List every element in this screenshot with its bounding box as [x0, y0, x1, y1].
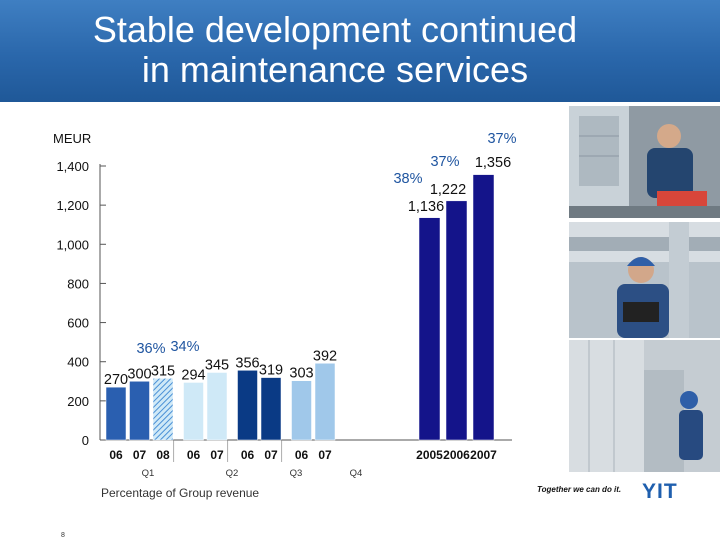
bar-value-label: 1,136 [408, 199, 444, 215]
bar [291, 380, 312, 441]
x-tick-label: 06 [109, 448, 123, 462]
yit-logo: YIT [642, 480, 678, 503]
bar [237, 370, 258, 441]
unit-label: MEUR [53, 131, 92, 146]
x-tick-label: 08 [156, 448, 170, 462]
y-tick-label: 1,400 [56, 159, 89, 174]
worker-photo-2 [569, 222, 720, 338]
x-tick-label: 06 [187, 448, 201, 462]
bar-value-label: 345 [205, 357, 229, 373]
y-tick-label: 600 [67, 316, 89, 331]
x-tick-label: 07 [264, 448, 278, 462]
x-tick-label: 07 [318, 448, 332, 462]
percentage-label: 37% [487, 131, 516, 147]
x-tick-label: 07 [133, 448, 147, 462]
bar-value-label: 294 [181, 367, 205, 383]
bar [472, 174, 495, 441]
bar-value-label: 1,356 [475, 155, 511, 171]
x-tick-label: 2006 [443, 448, 470, 462]
x-tick-label: 06 [241, 448, 255, 462]
bar-value-label: 392 [313, 348, 337, 364]
worker-photo-3 [569, 340, 720, 472]
page-number: 8 [61, 532, 65, 539]
bar [129, 381, 150, 441]
quarter-group-label: Q3 [290, 468, 303, 479]
x-tick-label: 07 [210, 448, 224, 462]
brand-block: Together we can do it. YIT [537, 480, 707, 503]
bar [206, 372, 228, 441]
bar [183, 382, 204, 441]
quarter-group-label: Q2 [226, 468, 239, 479]
bar [260, 377, 282, 441]
y-tick-label: 1,200 [56, 198, 89, 213]
bar-value-label: 319 [259, 363, 283, 379]
bar [105, 386, 127, 441]
bar [418, 217, 441, 441]
x-tick-label: 2005 [416, 448, 443, 462]
worker-photo-1 [569, 106, 720, 218]
title-banner: Stable development continued in maintena… [0, 0, 720, 102]
bar-value-label: 315 [151, 363, 175, 379]
bar-value-label: 1,222 [430, 182, 466, 198]
y-tick-label: 800 [67, 276, 89, 291]
bar [314, 363, 336, 441]
quarter-group-label: Q4 [350, 468, 363, 479]
percentage-label: 38% [393, 171, 422, 187]
x-tick-label: 2007 [470, 448, 497, 462]
bar-value-label: 270 [104, 372, 128, 388]
bar-value-label: 303 [289, 366, 313, 382]
quarter-group-label: Q1 [142, 468, 155, 479]
bar-value-label: 356 [235, 355, 259, 371]
percentage-label: 36% [136, 341, 165, 357]
percentage-label: 34% [170, 339, 199, 355]
y-tick-label: 1,000 [56, 237, 89, 252]
percentage-label: 37% [430, 154, 459, 170]
footnote: Percentage of Group revenue [101, 486, 260, 500]
slogan-text: Together we can do it. [537, 485, 622, 494]
bar [152, 378, 174, 441]
slide-title: Stable development continued in maintena… [92, 9, 578, 90]
y-tick-label: 400 [67, 355, 89, 370]
x-tick-label: 06 [295, 448, 309, 462]
y-tick-label: 200 [67, 394, 89, 409]
y-tick-label: 0 [82, 433, 89, 448]
bar-value-label: 300 [127, 366, 151, 382]
bar [445, 200, 468, 441]
